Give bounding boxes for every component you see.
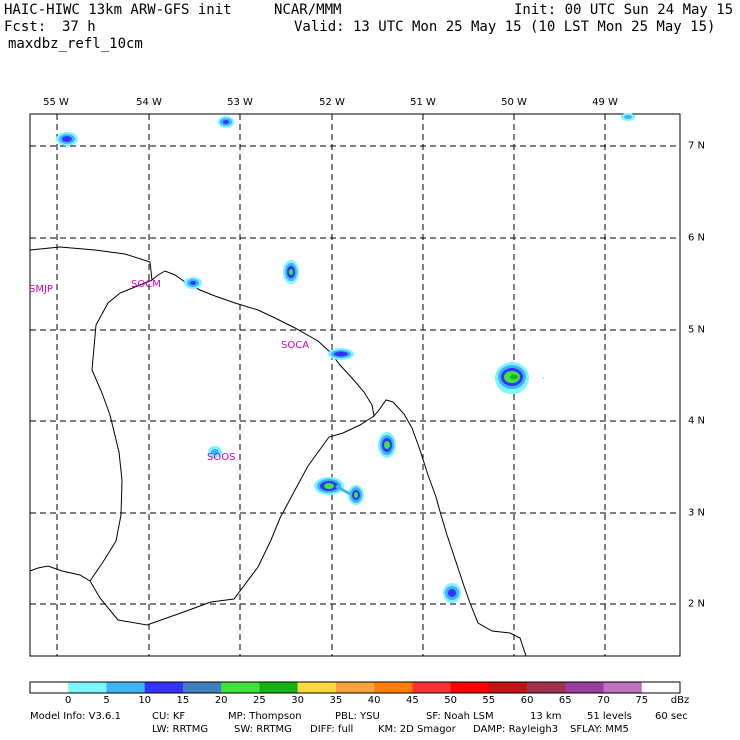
lon-label-53w: 53 W	[227, 97, 253, 108]
colorbar-tick-label: 60	[520, 695, 534, 706]
model-info-item: LW: RRTMG	[152, 724, 209, 735]
echo-cell	[378, 432, 396, 458]
model-info-item: Model Info: V3.6.1	[30, 711, 121, 722]
echo-cell	[184, 277, 202, 289]
colorbar-tick-label: 70	[597, 695, 610, 706]
echo-cell	[335, 484, 351, 496]
colorbar-tick-label: 25	[253, 695, 266, 706]
lon-label-51w: 51 W	[410, 97, 436, 108]
model-title: HAIC-HIWC 13km ARW-GFS init	[4, 2, 232, 18]
field-name: maxdbz_refl_10cm	[8, 36, 143, 52]
colorbar-tick-label: 65	[558, 695, 572, 706]
station-label: SMJP	[29, 284, 53, 295]
model-info-item: MP: Thompson	[228, 711, 302, 722]
colorbar-tick-label: 20	[214, 695, 228, 706]
lat-label-5n: 5 N	[688, 324, 706, 336]
station-label: SOOS	[207, 452, 236, 463]
echo-cell	[495, 362, 529, 394]
model-info-item: 13 km	[530, 711, 562, 722]
map-frame	[29, 113, 681, 657]
echo-cell	[56, 132, 78, 146]
model-info-item: KM: 2D Smagor	[378, 724, 456, 735]
colorbar-tick-label: 35	[329, 695, 343, 706]
model-info-item: 51 levels	[587, 711, 632, 722]
echo-cell	[314, 477, 344, 495]
colorbar-unit: dBz	[670, 695, 690, 706]
lon-label-50w: 50 W	[501, 97, 527, 108]
echo-cell	[542, 377, 544, 379]
lat-label-4n: 4 N	[688, 415, 706, 427]
reflectivity-cells	[56, 113, 635, 603]
lat-label-6n: 6 N	[688, 232, 706, 244]
colorbar-tick-label: 10	[138, 695, 152, 706]
init-time: Init: 00 UTC Sun 24 May 15	[514, 2, 734, 18]
model-info-item: PBL: YSU	[335, 711, 380, 722]
colorbar-tick-label: 30	[291, 695, 304, 706]
echo-cell	[443, 583, 461, 603]
lon-label-54w: 54 W	[136, 97, 162, 108]
colorbar-tick-label: 55	[482, 695, 496, 706]
lon-label-52w: 52 W	[319, 97, 345, 108]
echo-cell	[328, 348, 354, 360]
model-info-item: DIFF: full	[310, 724, 354, 735]
border-south	[89, 415, 375, 626]
colorbar-tick-label: 0	[65, 695, 72, 706]
model-info-item: SF: Noah LSM	[426, 711, 494, 722]
colorbar-tick-label: 45	[406, 695, 419, 706]
colorbar-tick-label: 50	[444, 695, 457, 706]
colorbar-tick-label: 5	[103, 695, 110, 706]
lat-label-3n: 3 N	[688, 507, 706, 519]
echo-cell	[208, 446, 222, 458]
echo-cell	[348, 485, 364, 505]
coastline	[29, 246, 527, 657]
lat-lon-grid	[30, 114, 680, 656]
lon-label-55w: 55 W	[43, 97, 69, 108]
colorbar-tick-label: 75	[635, 695, 649, 706]
lat-label-2n: 2 N	[688, 598, 706, 610]
lon-label-49w: 49 W	[592, 97, 618, 108]
echo-cell	[621, 113, 635, 121]
colorbar-tick-label: 40	[367, 695, 381, 706]
model-info-item: SFLAY: MM5	[570, 724, 629, 735]
echo-cell	[218, 116, 234, 128]
station-label: SOCM	[131, 279, 161, 290]
station-label: SOCA	[281, 340, 310, 351]
forecast-hour: 37 h	[62, 19, 96, 35]
echo-cell	[283, 260, 299, 284]
colorbar-tick-label: 15	[176, 695, 190, 706]
organization: NCAR/MMM	[274, 2, 342, 18]
model-info-item: SW: RRTMG	[234, 724, 292, 735]
model-info-item: 60 sec	[655, 711, 688, 722]
model-info-item: DAMP: Rayleigh3	[473, 724, 559, 735]
model-info-item: CU: KF	[152, 711, 186, 722]
forecast-label: Fcst:	[4, 19, 47, 35]
border-west	[29, 279, 153, 582]
lat-label-7n: 7 N	[688, 140, 706, 152]
valid-time: Valid: 13 UTC Mon 25 May 15 (10 LST Mon …	[294, 19, 716, 35]
